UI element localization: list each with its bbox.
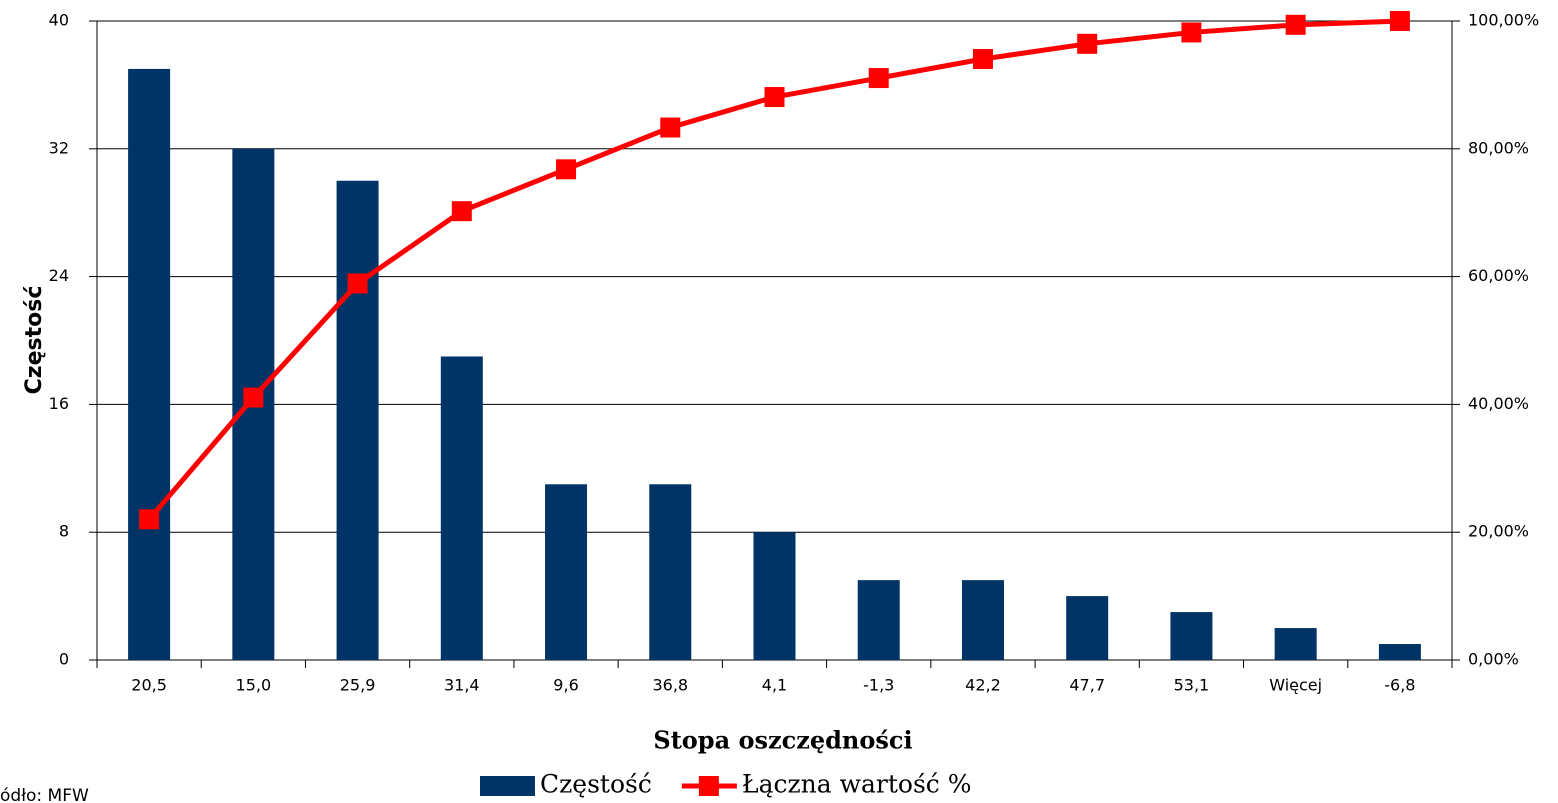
bar <box>1066 596 1109 660</box>
bar <box>128 68 171 661</box>
bar <box>649 484 692 660</box>
line-marker <box>764 87 785 108</box>
y2-tick-label: 60,00% <box>1468 266 1529 285</box>
bar <box>753 532 796 660</box>
x-tick-label: 20,5 <box>131 676 167 695</box>
x-tick-label: 15,0 <box>236 676 272 695</box>
legend-swatch <box>480 776 535 796</box>
line-marker <box>556 159 577 180</box>
x-tick-label: 47,7 <box>1069 676 1105 695</box>
bar <box>440 356 483 660</box>
x-tick-label: 53,1 <box>1174 676 1210 695</box>
line-marker <box>868 68 889 89</box>
line-marker <box>1181 22 1202 43</box>
x-tick-label: Więcej <box>1269 676 1322 695</box>
x-tick-label: 42,2 <box>965 676 1001 695</box>
legend-swatch <box>698 776 719 796</box>
y2-tick-label: 100,00% <box>1468 11 1539 30</box>
x-tick-label: 31,4 <box>444 676 480 695</box>
x-tick-label: -1,3 <box>863 676 894 695</box>
x-tick-label: -6,8 <box>1384 676 1415 695</box>
line-marker <box>139 509 160 530</box>
y2-tick-label: 40,00% <box>1468 394 1529 413</box>
x-tick-label: 25,9 <box>340 676 376 695</box>
legend-label: Łączna wartość % <box>742 770 972 799</box>
y-tick-label: 32 <box>49 138 69 157</box>
bar <box>857 580 900 660</box>
legend-label: Częstość <box>540 770 652 799</box>
line-marker <box>1077 33 1098 54</box>
y-tick-label: 16 <box>49 394 69 413</box>
line-marker <box>660 117 681 138</box>
y-tick-label: 8 <box>59 522 69 541</box>
bar <box>545 484 588 660</box>
line-marker <box>347 273 368 294</box>
y2-tick-label: 0,00% <box>1468 650 1519 669</box>
y-tick-label: 0 <box>59 650 69 669</box>
y-tick-label: 40 <box>49 11 69 30</box>
y2-tick-label: 20,00% <box>1468 522 1529 541</box>
y2-tick-label: 80,00% <box>1468 138 1529 157</box>
line-marker <box>972 49 993 70</box>
bar <box>961 580 1004 660</box>
x-axis-title: Stopa oszczędności <box>653 726 912 755</box>
bar <box>1378 644 1421 660</box>
bar <box>1274 628 1317 660</box>
line-marker <box>1285 14 1306 35</box>
x-tick-label: 36,8 <box>652 676 688 695</box>
source-note: ódło: MFW <box>0 786 89 803</box>
x-tick-label: 4,1 <box>762 676 787 695</box>
y-tick-label: 24 <box>49 266 69 285</box>
x-tick-label: 9,6 <box>553 676 578 695</box>
line-marker <box>1389 11 1410 31</box>
line-marker <box>243 387 264 408</box>
bar <box>336 180 379 660</box>
bar <box>1170 612 1213 660</box>
y-axis-title: Częstość <box>22 286 47 395</box>
line-marker <box>451 201 472 222</box>
